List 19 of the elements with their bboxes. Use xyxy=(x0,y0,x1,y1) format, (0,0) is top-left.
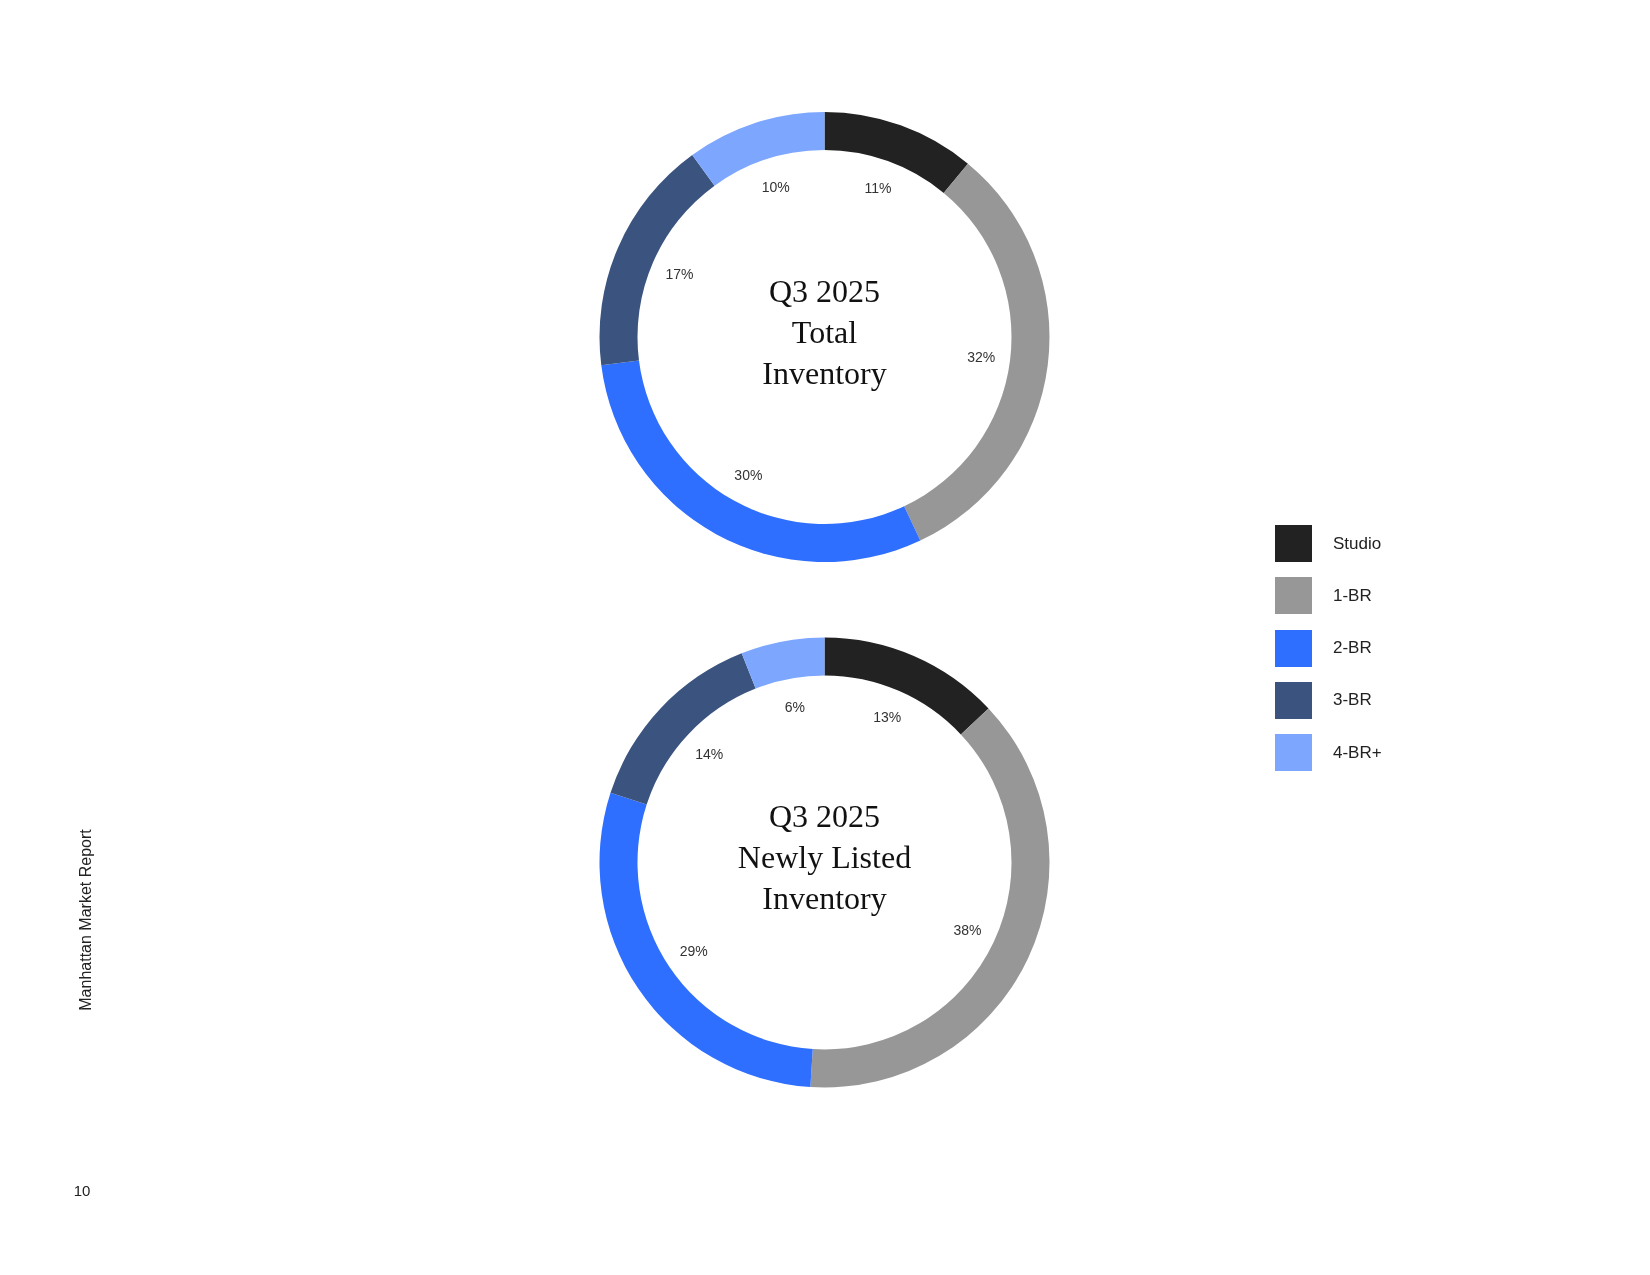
data-label: 29% xyxy=(679,943,708,960)
data-label: 14% xyxy=(695,746,724,763)
data-label: 17% xyxy=(665,266,694,283)
legend-label: 3-BR xyxy=(1333,690,1372,711)
data-label: 13% xyxy=(873,709,902,726)
data-label: 32% xyxy=(967,348,996,365)
slice-label: Q3 2025 Newly Listed Inventory xyxy=(737,797,912,916)
data-label: 30% xyxy=(734,467,763,484)
legend-label: 1-BR xyxy=(1333,585,1372,606)
legend-label: 2-BR xyxy=(1333,638,1372,659)
data-label: 11% xyxy=(864,180,892,197)
text: 10 xyxy=(73,1181,91,1199)
data-label: 6% xyxy=(784,699,806,716)
legend-label: 4-BR+ xyxy=(1333,742,1382,763)
text: Manhattan Market Report xyxy=(77,829,95,1011)
data-label: 38% xyxy=(953,921,982,938)
legend-label: Studio xyxy=(1333,533,1382,554)
data-label: 10% xyxy=(761,178,790,195)
slice-label: Q3 2025 Total Inventory xyxy=(762,272,887,391)
